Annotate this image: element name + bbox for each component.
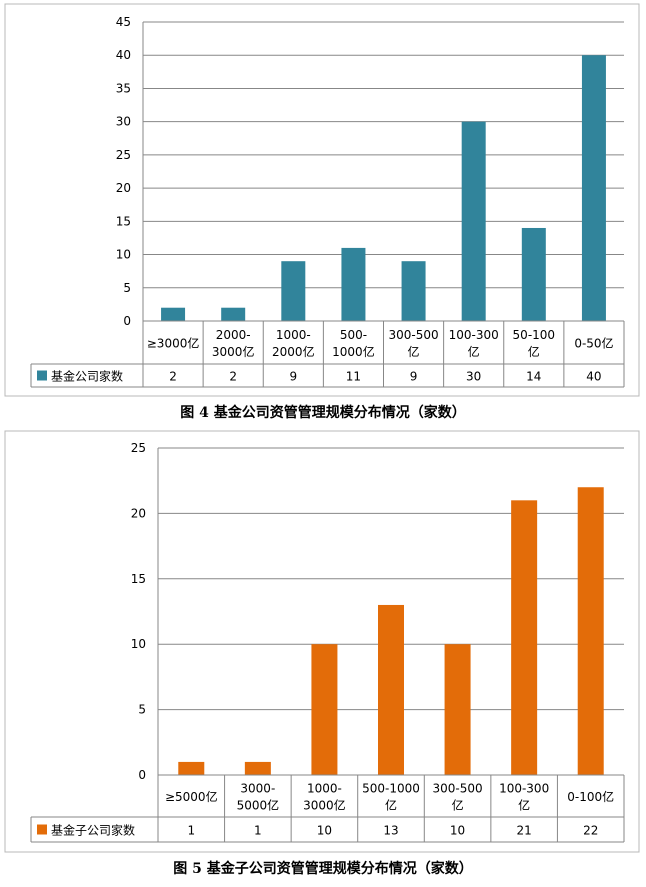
x-category-label: 亿 [518,798,530,813]
data-table-value: 11 [346,370,361,384]
data-table-value: 1 [187,824,195,838]
x-category-label: 1000- [276,328,311,342]
x-category-label: 0-100亿 [567,789,614,804]
bar [311,644,338,775]
data-table-value: 2 [229,370,237,384]
x-category-label: 亿 [468,344,480,359]
legend-swatch [37,824,47,835]
y-tick-label: 20 [131,506,146,520]
y-tick-label: 25 [116,148,131,162]
x-category-label: 100-300 [499,782,549,796]
x-category-label: 300-500 [388,328,438,342]
legend-swatch [37,370,47,381]
bar [161,307,186,321]
bar [521,227,546,321]
data-table-value: 40 [586,370,601,384]
chart-frame [4,3,640,397]
x-category-label: 1000亿 [332,344,375,359]
chart2-caption: 图 5 基金子公司资管管理规模分布情况（家数） [173,861,473,877]
data-table-value: 22 [583,824,598,838]
x-category-label: 300-500 [433,782,483,796]
legend-label: 基金子公司家数 [51,823,135,838]
bar [178,761,205,775]
y-tick-label: 0 [123,314,131,328]
data-table-value: 9 [410,370,418,384]
y-tick-label: 35 [116,81,131,95]
y-tick-label: 45 [116,15,131,29]
chart-frame [4,430,640,853]
y-tick-label: 10 [116,248,131,262]
x-category-label: 3000亿 [212,344,255,359]
y-tick-label: 5 [123,281,131,295]
y-tick-label: 5 [138,703,146,717]
bar [281,261,306,321]
bar [341,247,366,321]
x-category-label: 亿 [385,798,397,813]
legend-label: 基金公司家数 [51,369,123,384]
bar [244,761,271,775]
x-category-label: 3000- [240,782,275,796]
x-category-label: ≥3000亿 [147,336,200,351]
y-tick-label: 25 [131,441,146,455]
x-category-label: ≥5000亿 [165,789,218,804]
y-tick-label: 20 [116,181,131,195]
x-category-label: 1000- [307,782,342,796]
chart1-caption: 图 4 基金公司资管管理规模分布情况（家数） [180,405,466,421]
x-category-label: 亿 [452,798,464,813]
x-category-label: 亿 [408,344,420,359]
data-table-value: 9 [289,370,297,384]
data-table-value: 13 [383,824,398,838]
y-tick-label: 10 [131,637,146,651]
x-category-label: 50-100 [513,328,556,342]
x-category-label: 5000亿 [237,798,280,813]
bar [444,644,471,775]
data-table-value: 14 [526,370,541,384]
y-tick-label: 30 [116,115,131,129]
data-table-value: 10 [450,824,465,838]
x-category-label: 100-300 [449,328,499,342]
y-tick-label: 15 [131,572,146,586]
bar [401,261,426,321]
data-table-value: 21 [517,824,532,838]
y-tick-label: 0 [138,768,146,782]
bar [581,55,606,321]
bar [511,500,538,775]
data-table-value: 10 [317,824,332,838]
data-table-value: 1 [254,824,262,838]
y-tick-label: 15 [116,214,131,228]
x-category-label: 亿 [528,344,540,359]
data-table-value: 30 [466,370,481,384]
x-category-label: 2000亿 [272,344,315,359]
x-category-label: 500-1000 [362,782,420,796]
bar [378,604,404,775]
x-category-label: 500- [340,328,367,342]
x-category-label: 3000亿 [303,798,346,813]
bar [221,307,246,321]
fund-subsidiary-chart: 0 5 10 15 20 25 ≥5000亿 1 3000- 5000亿 1 1000- 3000亿 10… [4,430,640,853]
y-tick-label: 40 [116,48,131,62]
x-category-label: 2000- [216,328,251,342]
bar [461,121,486,322]
bar [577,487,604,775]
data-table-value: 2 [169,370,177,384]
fund-company-chart: 0 5 10 15 20 25 30 35 40 45 ≥3000亿 2 2000- 3000亿 2 1000… [4,3,640,397]
x-category-label: 0-50亿 [574,336,613,351]
